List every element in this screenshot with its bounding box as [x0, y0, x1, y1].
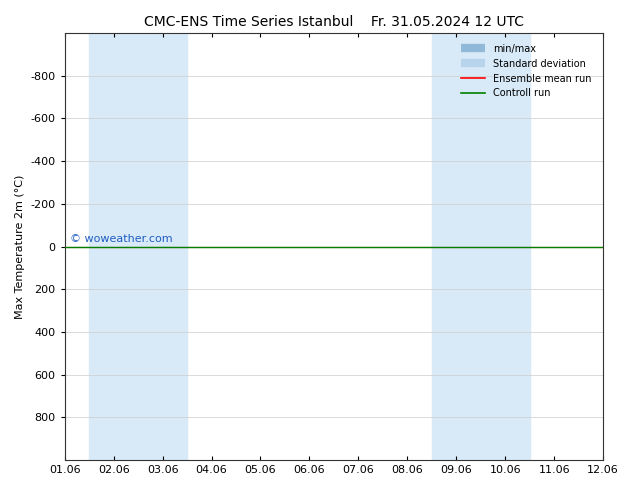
Bar	[432, 33, 529, 460]
Text: © woweather.com: © woweather.com	[70, 234, 172, 245]
Bar	[89, 33, 187, 460]
Legend: min/max, Standard deviation, Ensemble mean run, Controll run: min/max, Standard deviation, Ensemble me…	[457, 40, 595, 102]
Title: CMC-ENS Time Series Istanbul    Fr. 31.05.2024 12 UTC: CMC-ENS Time Series Istanbul Fr. 31.05.2…	[144, 15, 524, 29]
Y-axis label: Max Temperature 2m (°C): Max Temperature 2m (°C)	[15, 174, 25, 318]
